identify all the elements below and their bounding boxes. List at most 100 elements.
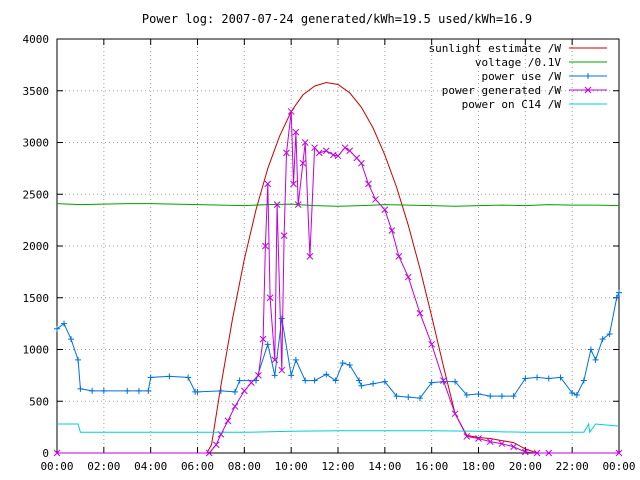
data-point-marker (194, 388, 201, 395)
data-point-marker (463, 433, 471, 440)
data-point-marker (306, 252, 314, 260)
data-point-marker (147, 374, 154, 381)
x-tick-label: 16:00 (415, 460, 448, 473)
data-point-marker (381, 206, 389, 214)
data-point-marker (217, 387, 224, 394)
data-point-marker (440, 377, 447, 384)
legend-label: power on C14 /W (462, 98, 562, 111)
y-tick-label: 4000 (23, 33, 50, 46)
data-point-marker (264, 180, 272, 188)
data-point-marker (573, 392, 580, 399)
data-point-marker (89, 387, 96, 394)
data-point-marker (533, 449, 541, 457)
data-point-marker (463, 392, 470, 399)
data-point-marker (428, 379, 435, 386)
x-tick-label: 14:00 (368, 460, 401, 473)
data-point-marker (498, 393, 505, 400)
data-point-marker (339, 359, 346, 366)
series-lines (53, 81, 623, 457)
data-point-marker (557, 374, 564, 381)
y-tick-label: 500 (29, 395, 49, 408)
data-point-marker (236, 377, 243, 384)
data-point-marker (290, 180, 297, 188)
data-point-marker (61, 320, 68, 327)
legend-label: voltage /0.1V (475, 56, 561, 69)
data-point-marker (372, 196, 379, 203)
data-point-marker (341, 144, 349, 152)
data-point-marker (475, 391, 482, 398)
chart-title: Power log: 2007-07-24 generated/kWh=19.5… (142, 12, 532, 26)
data-point-marker (294, 201, 302, 208)
data-point-marker (521, 448, 529, 456)
plot-frame (56, 38, 620, 454)
data-point-marker (587, 346, 594, 353)
data-point-marker (288, 372, 295, 379)
data-point-marker (346, 362, 353, 369)
legend-marker (584, 86, 592, 94)
data-point-marker (166, 373, 173, 380)
data-point-marker (273, 201, 281, 208)
data-point-marker (592, 356, 599, 363)
data-point-marker (262, 242, 269, 250)
x-tick-label: 18:00 (462, 460, 495, 473)
x-tick-label: 12:00 (321, 460, 354, 473)
data-point-marker (280, 232, 288, 240)
data-point-marker (404, 273, 412, 281)
data-point-marker (124, 387, 131, 394)
x-tick-label: 04:00 (134, 460, 167, 473)
data-point-marker (358, 159, 365, 167)
series-line (56, 292, 620, 399)
data-point-marker (613, 294, 620, 301)
y-tick-label: 3000 (23, 137, 50, 150)
data-point-marker (393, 393, 400, 400)
y-tick-label: 3500 (23, 85, 50, 98)
data-point-marker (278, 366, 286, 374)
data-point-marker (283, 149, 290, 157)
data-point-marker (185, 374, 192, 381)
data-point-marker (486, 438, 494, 445)
series-line (57, 422, 620, 434)
x-tick-label: 06:00 (181, 460, 214, 473)
y-tick-label: 1000 (23, 344, 50, 357)
x-tick-label: 10:00 (275, 460, 308, 473)
data-point-marker (240, 387, 248, 395)
x-tick-label: 08:00 (228, 460, 261, 473)
data-point-marker (451, 410, 459, 418)
data-point-marker (322, 147, 330, 155)
data-point-marker (545, 375, 552, 382)
data-point-marker (616, 289, 622, 296)
data-point-marker (266, 294, 274, 302)
data-point-marker (77, 385, 84, 392)
y-tick-label: 2500 (23, 188, 50, 201)
data-point-marker (68, 336, 75, 343)
y-tick-label: 2000 (23, 240, 50, 253)
data-point-marker (545, 449, 553, 457)
data-point-marker (248, 379, 255, 386)
y-tick-label: 1500 (23, 292, 50, 305)
data-point-marker (292, 128, 300, 136)
data-point-marker (487, 393, 494, 400)
data-point-marker (259, 335, 267, 343)
legend-marker (585, 73, 591, 79)
data-point-marker (498, 440, 506, 448)
data-point-marker (53, 449, 61, 457)
data-point-marker (381, 378, 388, 385)
data-point-marker (606, 330, 613, 337)
data-point-marker (428, 340, 436, 348)
data-point-marker (580, 377, 587, 384)
data-point-marker (75, 356, 82, 363)
data-point-marker (395, 252, 403, 260)
data-point-marker (356, 377, 363, 384)
axes: 0 500 1000 1500 2000 2500 3000 3500 4000 00:00 02:… (23, 33, 636, 473)
data-point-marker (299, 159, 307, 167)
data-point-marker (405, 394, 412, 401)
data-point-marker (569, 389, 576, 396)
data-point-marker (292, 356, 299, 363)
data-point-marker (54, 325, 60, 332)
data-point-marker (452, 378, 459, 385)
data-point-marker (416, 395, 423, 402)
data-point-marker (255, 372, 262, 379)
